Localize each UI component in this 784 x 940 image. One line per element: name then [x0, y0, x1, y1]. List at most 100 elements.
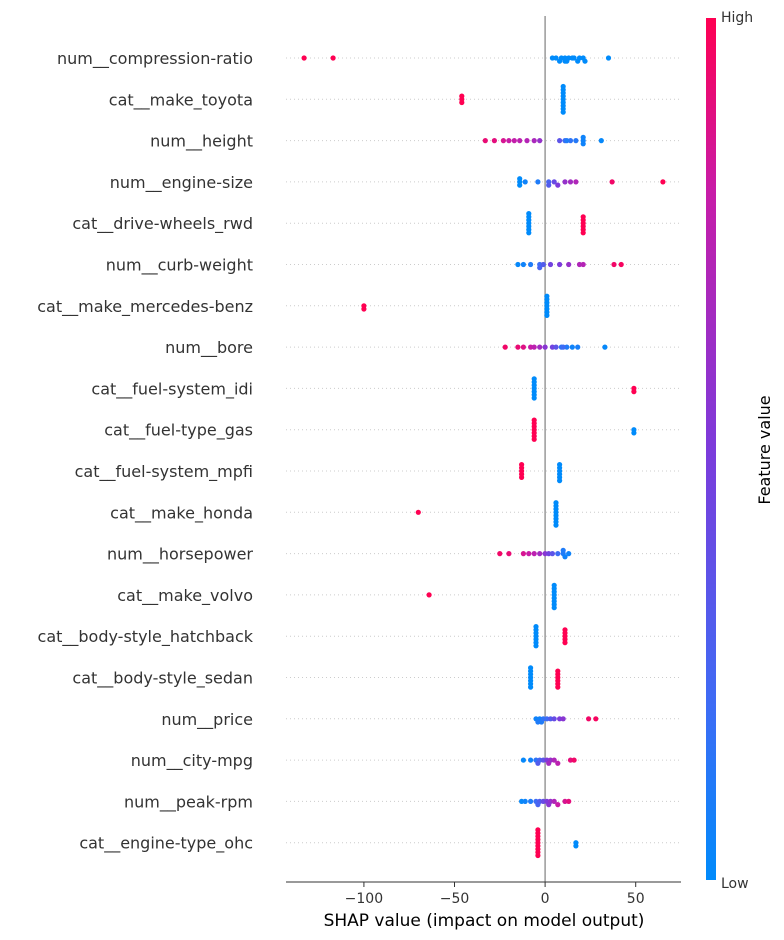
shap-point [557, 478, 563, 484]
shap-point [526, 551, 532, 557]
feature-label: cat__make_volvo [117, 586, 253, 606]
shap-point [557, 462, 563, 468]
shap-point [520, 757, 527, 763]
shap-point [611, 261, 617, 268]
shap-point [562, 554, 568, 560]
shap-point [517, 176, 523, 182]
shap-point [573, 179, 579, 185]
feature-label: num__price [161, 710, 253, 730]
shap-point [555, 551, 561, 557]
shap-point [553, 500, 559, 506]
shap-point [553, 55, 559, 61]
shap-point [564, 138, 570, 144]
x-tick-label: 0 [541, 891, 550, 907]
shap-point [542, 551, 548, 557]
shap-point [546, 182, 552, 188]
colorbar-low-label: Low [721, 876, 749, 892]
feature-label: num__engine-size [110, 173, 253, 193]
shap-point [566, 798, 572, 805]
shap-point [557, 716, 563, 722]
shap-point [546, 551, 552, 557]
shap-point [618, 261, 624, 268]
shap-point [549, 551, 556, 557]
shap-point [526, 211, 532, 217]
shap-point [533, 624, 539, 630]
shap-point [567, 179, 574, 185]
shap-point [560, 547, 566, 554]
shap-point [566, 261, 572, 268]
x-axis-title: SHAP value (impact on model output) [324, 911, 645, 931]
feature-label: num__city-mpg [131, 751, 253, 771]
shap-point [301, 55, 307, 61]
shap-point [531, 551, 537, 557]
shap-point [515, 344, 521, 350]
shap-point [540, 261, 546, 268]
shap-point [631, 430, 637, 436]
shap-point [544, 716, 550, 722]
shap-point [553, 522, 559, 528]
shap-point [330, 55, 336, 61]
feature-label: num__peak-rpm [124, 792, 253, 812]
colorbar-title: Feature value [755, 395, 774, 504]
shap-point [555, 802, 561, 808]
shap-point [524, 138, 530, 144]
shap-point [526, 230, 532, 236]
shap-point [580, 134, 586, 140]
shap-point [660, 179, 666, 185]
shap-point [549, 344, 556, 350]
shap-point [537, 551, 543, 557]
shap-point [567, 757, 574, 763]
shap-point [569, 55, 575, 61]
shap-point [517, 182, 523, 188]
shap-point [586, 716, 592, 722]
shap-point [546, 802, 552, 808]
shap-point [562, 640, 568, 646]
shap-point [531, 417, 537, 423]
shap-point [482, 138, 488, 144]
shap-point [602, 344, 608, 350]
shap-point [631, 389, 637, 395]
shap-point [555, 668, 561, 674]
feature-label: cat__make_mercedes-benz [37, 297, 253, 317]
shap-point [551, 582, 557, 588]
shap-point [491, 138, 497, 144]
shap-point [555, 182, 561, 188]
shap-point [560, 344, 566, 350]
shap-point [520, 551, 527, 557]
shap-point [535, 827, 541, 833]
shap-point [573, 138, 579, 144]
shap-point [593, 716, 599, 722]
feature-rows: num__compression-ratio cat__make_toyotanu… [37, 49, 681, 854]
shap-point [560, 83, 566, 90]
shap-point [609, 179, 615, 185]
feature-label: num__compression-ratio [57, 49, 253, 69]
shap-point [540, 798, 546, 805]
shap-point [569, 344, 575, 350]
shap-point [535, 852, 541, 859]
shap-point [580, 141, 586, 147]
x-tick-label: 50 [627, 891, 645, 907]
shap-point [506, 551, 512, 557]
shap-point [580, 230, 586, 236]
shap-point [515, 261, 521, 268]
shap-point [519, 462, 525, 468]
shap-point [497, 551, 503, 557]
feature-label: cat__fuel-type_gas [104, 421, 253, 441]
shap-point [537, 265, 543, 271]
feature-label: cat__make_honda [110, 503, 253, 523]
feature-label: num__bore [165, 338, 253, 358]
shap-point [598, 138, 604, 144]
shap-point [540, 716, 546, 722]
shap-point [535, 179, 541, 185]
shap-point [560, 716, 566, 722]
shap-point [544, 293, 550, 299]
shap-point [573, 843, 579, 849]
colorbar [706, 18, 716, 880]
shap-point [547, 716, 554, 722]
shap-point [528, 665, 534, 671]
shap-point [544, 312, 550, 318]
shap-point [551, 798, 557, 805]
shap-point [557, 58, 563, 64]
feature-label: num__height [150, 132, 253, 152]
